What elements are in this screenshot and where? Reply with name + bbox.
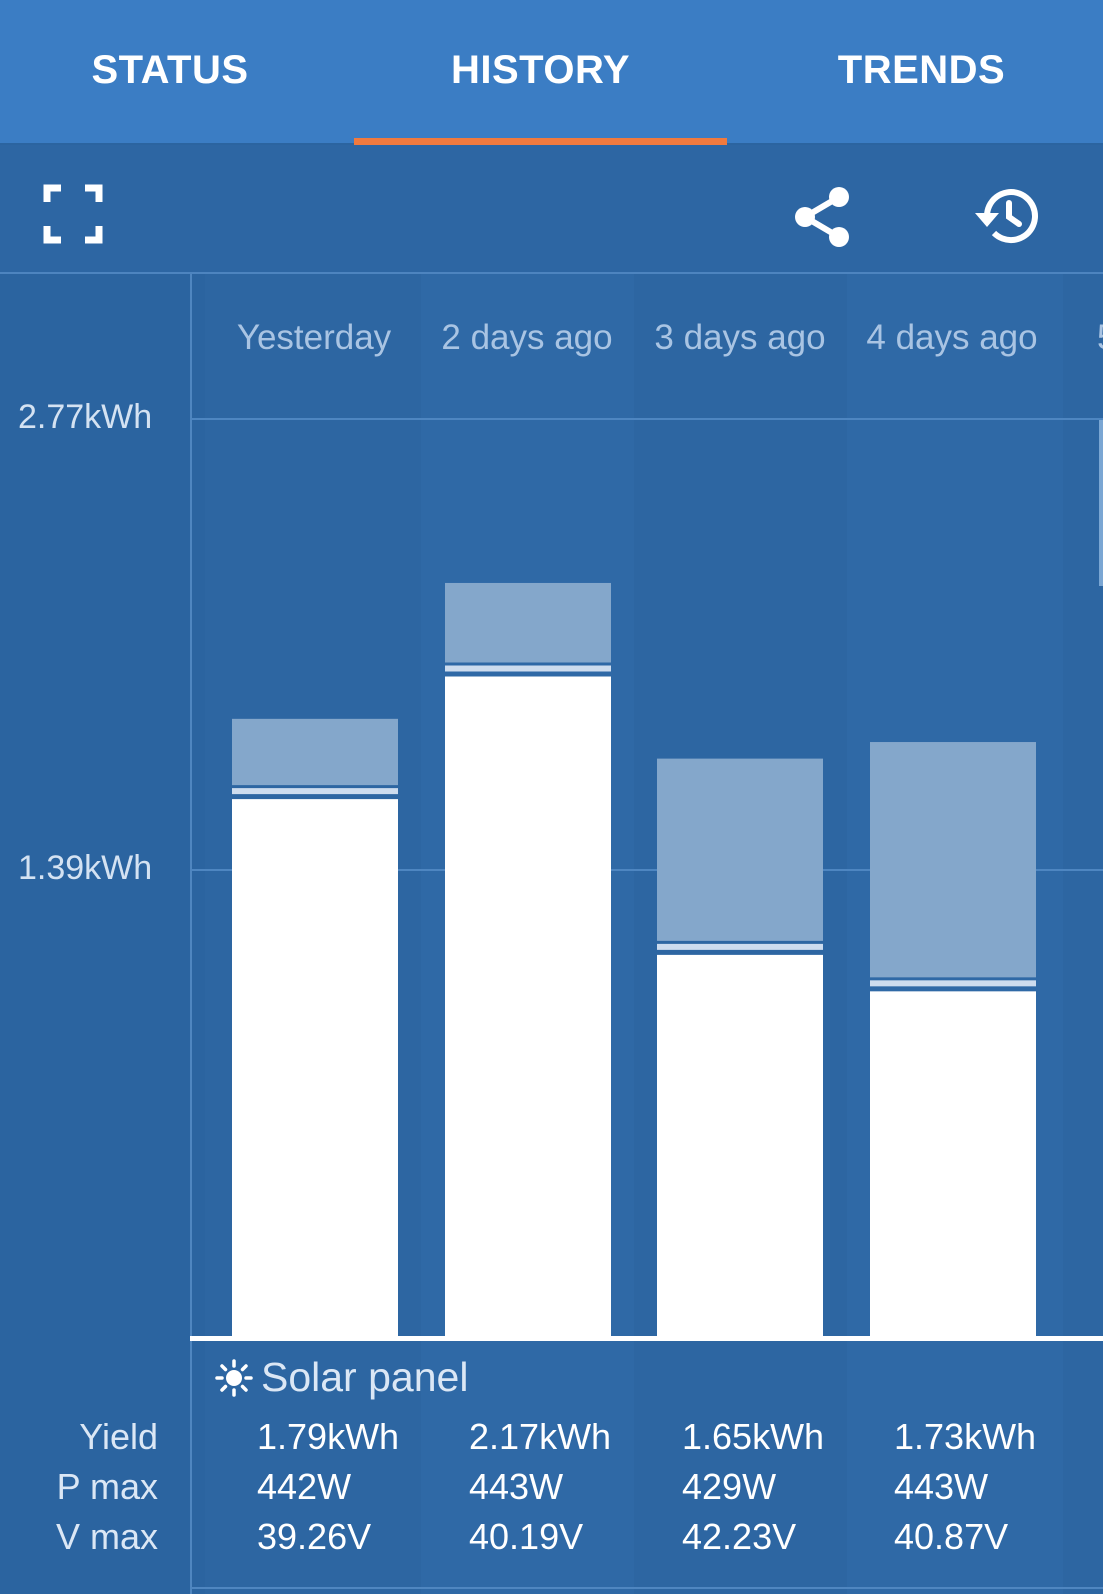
vmax-value: 39.26V [257, 1516, 372, 1557]
bar-upper [232, 718, 398, 786]
tab-status[interactable]: STATUS [91, 48, 249, 92]
fullscreen-icon[interactable] [43, 184, 103, 244]
y-tick-label: 2.77kWh [18, 398, 153, 436]
row-label-pmax: P max [56, 1466, 158, 1507]
gridline-top [192, 418, 1103, 420]
pmax-value: 443W [894, 1466, 989, 1507]
bar-lower [445, 676, 611, 1336]
pmax-value: 442W [257, 1466, 352, 1507]
vmax-value: 42.23V [682, 1516, 797, 1557]
yield-value: 2.17kWh [469, 1416, 612, 1457]
day-column [1063, 274, 1103, 1594]
partial-bar-edge [1099, 420, 1103, 586]
y-tick-label: 1.39kWh [18, 849, 153, 887]
yield-value: 1.79kWh [257, 1416, 400, 1457]
row-label-vmax: V max [55, 1516, 158, 1557]
bar-lower [232, 799, 398, 1336]
vmax-value: 40.87V [894, 1516, 1009, 1557]
yield-value: 1.73kWh [894, 1416, 1037, 1457]
y-axis-line [190, 274, 192, 1594]
solar-panel-title: Solar panel [261, 1354, 469, 1400]
sun-icon [215, 1358, 253, 1397]
gridline-mid [192, 869, 1103, 871]
bar-upper [870, 742, 1036, 978]
bar-separator [445, 665, 611, 672]
table-bottom-line [190, 1587, 1103, 1589]
row-label-yield: Yield [79, 1416, 158, 1457]
solar-panel-header: Solar panel [215, 1354, 468, 1401]
bar-upper [657, 758, 823, 941]
column-label-2-days-ago: 2 days ago [441, 318, 613, 357]
bar-upper [445, 582, 611, 663]
column-label-partial: 5 [1097, 318, 1103, 358]
pmax-value: 429W [682, 1466, 777, 1507]
bar-lower [657, 954, 823, 1336]
active-tab-indicator [354, 138, 727, 145]
column-label-3-days-ago: 3 days ago [654, 318, 826, 357]
tab-history[interactable]: HISTORY [450, 48, 631, 92]
bar-lower [870, 991, 1036, 1336]
bar-separator [232, 788, 398, 795]
column-label-4-days-ago: 4 days ago [866, 318, 1038, 357]
yield-value: 1.65kWh [682, 1416, 825, 1457]
tab-bar: STATUS HISTORY TRENDS [0, 0, 1103, 145]
toolbar [0, 145, 1103, 274]
bar-separator [870, 980, 1036, 987]
history-icon[interactable] [973, 185, 1039, 247]
vmax-value: 40.19V [469, 1516, 584, 1557]
pmax-value: 443W [469, 1466, 564, 1507]
share-icon[interactable] [793, 186, 853, 248]
column-label-yesterday: Yesterday [236, 318, 392, 357]
tab-trends[interactable]: TRENDS [837, 48, 1006, 92]
bar-separator [657, 943, 823, 950]
chart-baseline [190, 1336, 1103, 1341]
y-axis-panel [0, 274, 190, 1594]
